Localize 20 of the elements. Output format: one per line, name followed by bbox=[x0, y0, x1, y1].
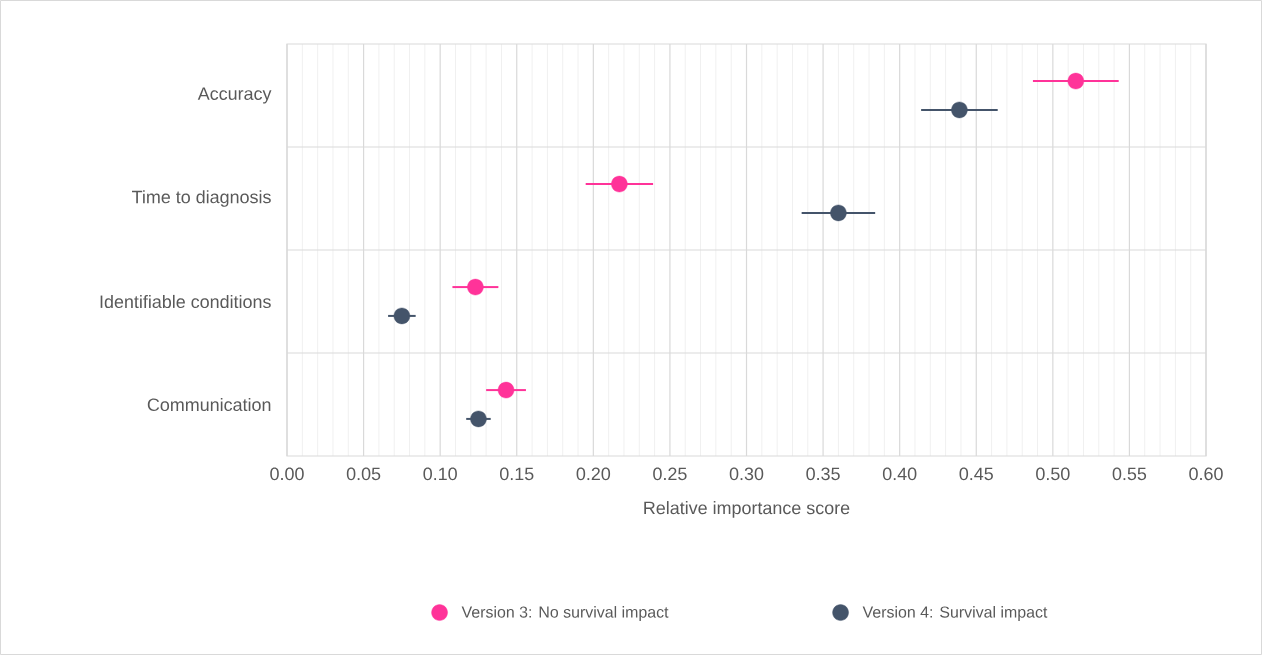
x-tick-label: 0.20 bbox=[576, 467, 611, 481]
x-tick-label: 0.55 bbox=[1112, 467, 1147, 481]
x-tick-label: 0.45 bbox=[959, 467, 993, 481]
x-tick-label: 0.40 bbox=[882, 467, 917, 481]
y-tick-label: Accuracy bbox=[197, 87, 272, 104]
x-tick-label: 0.30 bbox=[729, 467, 764, 481]
y-tick-label: Time to diagnosis bbox=[132, 190, 271, 207]
x-tick-label: 0.00 bbox=[270, 467, 304, 481]
x-axis-title: Relative importance score bbox=[644, 501, 850, 518]
x-tick-label: 0.35 bbox=[806, 467, 840, 481]
x-tick-label: 0.05 bbox=[346, 467, 381, 481]
x-tick-label: 0.60 bbox=[1189, 467, 1223, 481]
x-tick-label: 0.50 bbox=[1036, 467, 1070, 481]
legend-label: Version 3: No survival impact bbox=[461, 606, 669, 621]
x-tick-label: 0.10 bbox=[423, 467, 457, 481]
x-tick-label: 0.25 bbox=[653, 467, 687, 481]
y-tick-label: Communication bbox=[147, 397, 271, 412]
x-tick-label: 0.15 bbox=[500, 467, 534, 481]
y-tick-label: Identifiable conditions bbox=[100, 294, 271, 309]
legend-label: Version 4: Survival impact bbox=[862, 606, 1048, 621]
